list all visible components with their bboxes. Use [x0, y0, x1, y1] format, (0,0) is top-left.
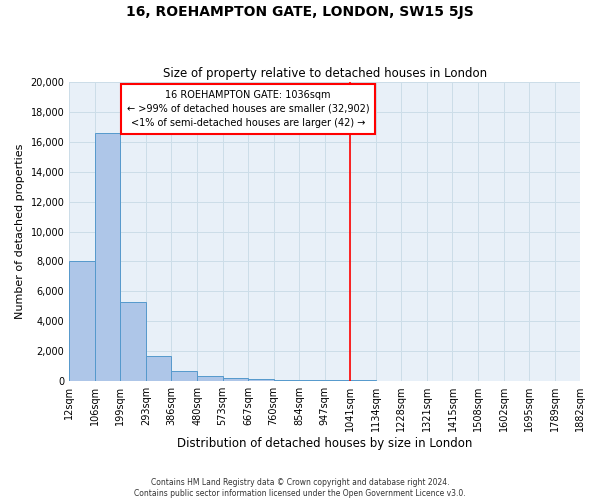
Text: 16 ROEHAMPTON GATE: 1036sqm
← >99% of detached houses are smaller (32,902)
<1% o: 16 ROEHAMPTON GATE: 1036sqm ← >99% of de…	[127, 90, 370, 128]
Text: Contains HM Land Registry data © Crown copyright and database right 2024.
Contai: Contains HM Land Registry data © Crown c…	[134, 478, 466, 498]
Bar	[95, 133, 121, 381]
Bar	[299, 380, 325, 381]
Bar	[274, 380, 299, 381]
Text: 16, ROEHAMPTON GATE, LONDON, SW15 5JS: 16, ROEHAMPTON GATE, LONDON, SW15 5JS	[126, 5, 474, 19]
Title: Size of property relative to detached houses in London: Size of property relative to detached ho…	[163, 66, 487, 80]
Bar	[350, 380, 376, 381]
Bar	[146, 356, 172, 381]
Bar	[376, 380, 401, 381]
Bar	[248, 379, 274, 381]
Bar	[69, 260, 95, 381]
X-axis label: Distribution of detached houses by size in London: Distribution of detached houses by size …	[177, 437, 472, 450]
Y-axis label: Number of detached properties: Number of detached properties	[15, 144, 25, 320]
Bar	[223, 378, 248, 381]
Bar	[172, 372, 197, 381]
Bar	[121, 302, 146, 381]
Bar	[197, 376, 223, 381]
Bar	[325, 380, 350, 381]
